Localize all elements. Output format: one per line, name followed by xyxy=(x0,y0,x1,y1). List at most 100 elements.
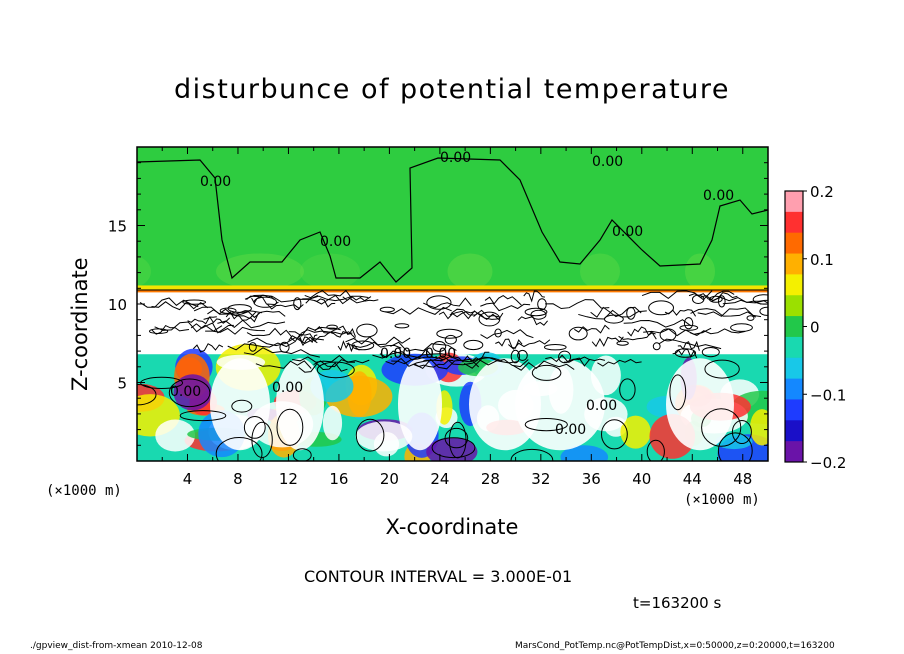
x-tick-label: 40 xyxy=(632,470,651,488)
contour-line xyxy=(190,322,234,334)
contour-ring xyxy=(276,408,304,446)
contour-ring xyxy=(168,378,211,408)
contour-ring xyxy=(444,334,457,345)
contour-line xyxy=(314,325,353,335)
contour-ring xyxy=(619,378,636,401)
contour-ring xyxy=(659,328,677,342)
contour-line xyxy=(563,357,606,367)
contour-line xyxy=(690,308,757,318)
contour-label: 0.00 xyxy=(612,224,643,240)
colorbar-swatch xyxy=(785,336,803,359)
plot-area: 0.00 0.000.000.000.000.000.00 0.000.000.00… xyxy=(137,147,768,461)
contour-ring xyxy=(431,437,476,459)
contour-line xyxy=(225,311,259,323)
colorbar-tick-label: 0.1 xyxy=(810,251,834,269)
anomaly-blob xyxy=(173,374,212,411)
contour-line xyxy=(288,326,341,337)
anomaly-blob xyxy=(373,432,400,457)
y-tick-label: 10 xyxy=(108,296,127,314)
contour-ring xyxy=(149,328,169,335)
contour-line xyxy=(192,343,224,353)
contour-label: 0.00 xyxy=(555,422,586,438)
colorbar-swatch xyxy=(785,378,803,400)
convective-plume xyxy=(276,358,324,451)
colorbar-swatch xyxy=(785,316,803,338)
contour-ring xyxy=(517,349,528,361)
contour-line xyxy=(508,339,551,350)
contour-line xyxy=(292,354,356,363)
contour-ring xyxy=(356,323,378,338)
contour-ring xyxy=(704,359,740,379)
contour-ring xyxy=(182,299,207,305)
contour-label: 0.00 xyxy=(380,346,411,362)
contour-ring xyxy=(510,448,554,461)
x-tick-label: 8 xyxy=(233,470,243,488)
time-label: t=163200 s xyxy=(633,594,722,612)
contour-ring xyxy=(279,341,290,353)
contour-ring xyxy=(326,324,338,330)
contour-interval-label: CONTOUR INTERVAL = 3.000E-01 xyxy=(304,567,573,586)
contour-ring xyxy=(524,307,548,317)
x-tick-label: 28 xyxy=(481,470,500,488)
contour-ring xyxy=(731,420,752,444)
contour-ring xyxy=(179,410,227,422)
contour-line xyxy=(591,336,624,348)
convective-plume xyxy=(666,358,734,451)
contour-line xyxy=(217,319,286,329)
contour-line xyxy=(597,358,642,367)
contour-label: 0.00 xyxy=(440,150,471,166)
contour-ring xyxy=(293,297,302,311)
contour-line xyxy=(304,289,353,299)
contour-line xyxy=(305,298,336,308)
contour-line xyxy=(480,329,534,339)
contour-ring xyxy=(604,314,624,324)
contour-ring xyxy=(478,311,501,327)
contour-ring xyxy=(316,361,355,379)
contour-line xyxy=(517,316,548,326)
colorbar-swatch xyxy=(785,441,803,463)
contour-line xyxy=(372,351,452,361)
contour-ring xyxy=(717,432,753,461)
contour-ring xyxy=(248,342,257,352)
contour-ring xyxy=(251,421,273,458)
contour-ring xyxy=(679,324,699,331)
contour-ring xyxy=(355,418,385,452)
contour-ring xyxy=(601,419,628,450)
contour-ring xyxy=(436,328,463,339)
contour-label: 0.00 xyxy=(592,154,623,170)
contour-line xyxy=(480,302,531,312)
contour-line xyxy=(672,348,698,359)
contour-line xyxy=(313,359,370,368)
contour-line xyxy=(697,307,762,318)
x-axis-label: X-coordinate xyxy=(385,515,519,539)
contour-line xyxy=(513,360,575,371)
contour-ring xyxy=(674,348,697,358)
contour-line xyxy=(495,338,523,349)
contour-ring xyxy=(510,349,521,364)
chart-title: disturbunce of potential temperature xyxy=(174,74,730,105)
contour-label: 0.00 xyxy=(272,380,303,396)
contour-line xyxy=(151,301,209,311)
contour-line xyxy=(290,332,330,343)
colorbar-swatch xyxy=(785,274,803,296)
contour-line xyxy=(454,351,490,363)
contour-line xyxy=(251,294,275,304)
contour-line xyxy=(266,303,304,310)
inversion-band-orange xyxy=(137,289,768,293)
contour-line xyxy=(296,334,318,345)
field-patch xyxy=(685,253,715,290)
anomaly-blob xyxy=(750,409,768,446)
contour-label: 0.00 xyxy=(200,174,231,190)
contour-line xyxy=(413,359,454,368)
contour-label: 0.00 xyxy=(320,234,351,250)
contour-ring xyxy=(558,350,572,364)
contour-line xyxy=(345,336,411,346)
contour-line xyxy=(205,326,265,335)
contour-ring xyxy=(648,300,674,316)
footer-data-source: MarsCond_PotTemp.nc@PotTempDist,x=0:5000… xyxy=(515,641,835,651)
contour-line xyxy=(244,294,319,303)
contour-line xyxy=(711,296,768,304)
contour-ring xyxy=(718,295,726,308)
contour-line xyxy=(658,338,722,350)
